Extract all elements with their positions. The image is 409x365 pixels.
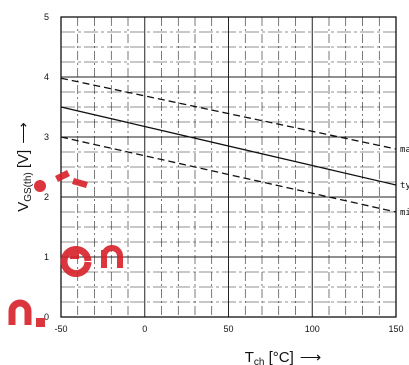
y-tick-label: 5 xyxy=(44,12,49,22)
y-tick-label: 3 xyxy=(44,132,49,142)
x-tick-labels: -50 0 50 100 150 xyxy=(54,324,403,334)
x-tick-label: 100 xyxy=(305,324,320,334)
x-tick-label: 150 xyxy=(388,324,403,334)
series-line-max xyxy=(60,77,397,150)
x-tick-label: 50 xyxy=(223,324,233,334)
x-axis-title: Tch [°C] ⟶ xyxy=(245,349,322,365)
series-label-min: mi xyxy=(400,208,409,218)
plot-frame xyxy=(60,16,397,318)
y-axis-unit: [V] xyxy=(15,150,32,173)
series-group xyxy=(60,77,397,213)
series-label-max: ma xyxy=(400,145,409,155)
y-tick-labels: 0 1 2 3 4 5 xyxy=(44,12,49,322)
y-axis-main: V xyxy=(15,202,32,212)
y-axis-arrow: ⟶ xyxy=(15,122,32,144)
y-tick-label: 0 xyxy=(44,312,49,322)
x-axis-arrow: ⟶ xyxy=(300,349,322,365)
x-axis-main: T xyxy=(245,349,254,365)
y-tick-label: 4 xyxy=(44,72,49,82)
series-line-min xyxy=(60,136,397,213)
x-axis-sub: ch xyxy=(254,357,265,365)
y-axis-title: VGS(th) [V] ⟶ xyxy=(15,122,34,212)
series-labels: ma ty mi xyxy=(400,145,409,218)
x-tick-label: 0 xyxy=(142,324,147,334)
grid xyxy=(61,17,396,317)
x-tick-label: -50 xyxy=(54,324,67,334)
series-line-typ xyxy=(60,106,397,186)
y-axis-sub: GS(th) xyxy=(23,172,34,201)
series-label-typ: ty xyxy=(400,181,409,191)
y-tick-label: 2 xyxy=(44,192,49,202)
y-tick-label: 1 xyxy=(44,252,49,262)
x-axis-unit: [°C] xyxy=(264,349,293,365)
